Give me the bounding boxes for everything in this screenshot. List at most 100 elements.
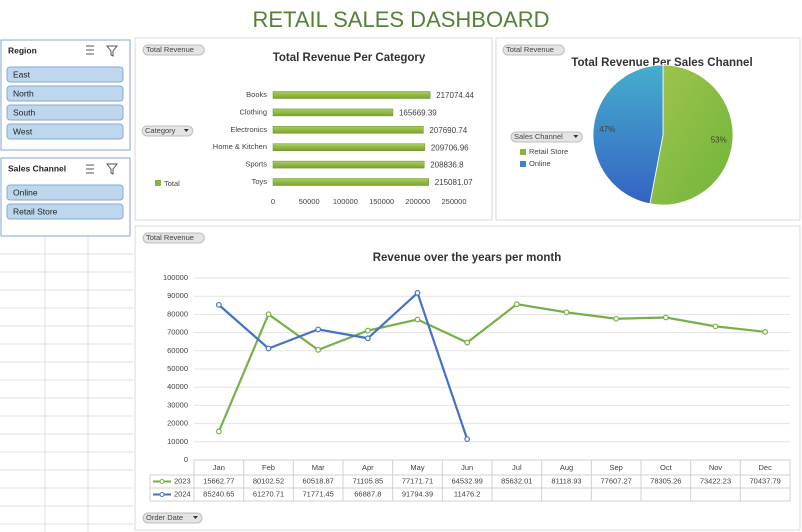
- category-label: Sports: [245, 160, 267, 169]
- y-tick-label: 20000: [167, 419, 188, 428]
- slicer-item[interactable]: [6, 66, 124, 83]
- point-marker: [364, 335, 371, 342]
- field-button-label[interactable]: Category: [145, 126, 176, 135]
- field-button-label[interactable]: Total Revenue: [506, 45, 554, 54]
- y-tick-label: 70000: [167, 328, 188, 337]
- slicer-item-label[interactable]: Online: [13, 187, 38, 197]
- dropdown-arrow[interactable]: [193, 516, 198, 519]
- y-tick-label: 30000: [167, 400, 188, 409]
- x-tick-label: Oct: [660, 463, 673, 472]
- dashboard-title: RETAIL SALES DASHBOARD: [252, 7, 549, 32]
- point-marker: [215, 428, 222, 435]
- pie-slice: [649, 64, 734, 206]
- slicer-item[interactable]: [6, 85, 124, 102]
- x-tick-label: Jan: [213, 463, 225, 472]
- x-tick-label: Apr: [362, 463, 374, 472]
- slicer-item-label[interactable]: North: [13, 88, 34, 98]
- table-value: 61270.71: [253, 489, 284, 498]
- field-button[interactable]: [141, 125, 194, 137]
- point-marker: [364, 327, 371, 334]
- category-label: Electronics: [230, 125, 267, 134]
- series-line: [217, 302, 766, 432]
- slicer-title: Region: [8, 45, 37, 55]
- table-value: 81118.93: [551, 476, 581, 485]
- point-marker: [315, 326, 322, 333]
- table-value: 78305.26: [650, 476, 681, 485]
- x-tick-label: Mar: [312, 463, 325, 472]
- legend-swatch: [520, 149, 526, 155]
- field-button-label[interactable]: Total Revenue: [146, 45, 194, 54]
- category-label: Home & Kitchen: [213, 142, 267, 151]
- field-button[interactable]: [142, 44, 205, 56]
- x-tick-label: 200000: [405, 197, 430, 206]
- x-tick-label: Dec: [758, 463, 772, 472]
- slicer-item-label[interactable]: Retail Store: [13, 206, 58, 216]
- table-value: 70437.79: [750, 476, 781, 485]
- x-tick-label: Feb: [262, 463, 275, 472]
- slicer-item-label[interactable]: South: [13, 107, 35, 117]
- slicer-item-label[interactable]: East: [13, 69, 31, 79]
- slice-label: 53%: [711, 135, 727, 144]
- slicer-item[interactable]: [6, 203, 124, 220]
- point-marker: [265, 311, 272, 318]
- table-value: 77171.71: [402, 476, 433, 485]
- series-line: [218, 290, 469, 440]
- point-marker: [662, 314, 669, 321]
- bar: [272, 143, 426, 151]
- point-marker: [712, 323, 719, 330]
- field-button-label[interactable]: Order Date: [146, 513, 183, 522]
- x-tick-label: 100000: [333, 197, 358, 206]
- x-tick-label: May: [410, 463, 424, 472]
- sheet-grid: [0, 236, 133, 532]
- value-label: 208836.8: [430, 161, 464, 170]
- table-value: 66887.8: [354, 489, 381, 498]
- y-tick-label: 60000: [167, 346, 188, 355]
- field-button[interactable]: [510, 131, 583, 143]
- slicer-item[interactable]: [6, 184, 124, 201]
- slicer-item[interactable]: [6, 123, 124, 140]
- table-value: 77607.27: [601, 476, 632, 485]
- field-button-label[interactable]: Total Revenue: [146, 233, 194, 242]
- table-value: 91794.39: [402, 489, 433, 498]
- slicer-item[interactable]: [6, 104, 124, 121]
- y-tick-label: 80000: [167, 309, 188, 318]
- slice-label: 47%: [599, 125, 615, 134]
- bar: [272, 108, 394, 117]
- value-label: 215081.07: [435, 178, 473, 187]
- slicer-title: Sales Channel: [8, 163, 66, 173]
- category-label: Clothing: [239, 107, 267, 116]
- legend-marker: [159, 492, 165, 497]
- y-tick-label: 10000: [167, 437, 188, 446]
- point-marker: [513, 301, 520, 308]
- point-marker: [265, 345, 272, 352]
- legend-label: Retail Store: [529, 147, 568, 156]
- field-button-label[interactable]: Sales Channel: [514, 132, 563, 141]
- field-button[interactable]: [502, 44, 565, 56]
- point-marker: [762, 328, 769, 335]
- legend-label: 2023: [174, 476, 191, 485]
- table-value: 15662.77: [203, 476, 234, 485]
- x-tick-label: Nov: [709, 463, 723, 472]
- field-button[interactable]: [142, 232, 205, 244]
- table-value: 60518.87: [303, 476, 334, 485]
- x-tick-label: 0: [271, 197, 275, 206]
- field-button[interactable]: [142, 512, 203, 524]
- chart-panel: [134, 225, 801, 531]
- dropdown-arrow[interactable]: [573, 135, 579, 138]
- slicer-icons: [86, 45, 119, 175]
- y-tick-label: 40000: [167, 382, 188, 391]
- dropdown-arrow[interactable]: [183, 129, 189, 132]
- slicer-item-label[interactable]: West: [13, 126, 33, 136]
- table-value: 80102.52: [253, 476, 284, 485]
- pie-slice: [592, 64, 664, 205]
- table-value: 73422.23: [700, 476, 731, 485]
- table-value: 85632.01: [501, 476, 532, 485]
- x-tick-label: Jun: [461, 463, 473, 472]
- chart-title: Total Revenue Per Sales Channel: [571, 57, 752, 69]
- y-tick-label: 50000: [167, 364, 188, 373]
- point-marker: [414, 316, 421, 323]
- y-tick-label: 0: [184, 455, 188, 464]
- y-tick-label: 100000: [163, 273, 188, 282]
- x-tick-label: 50000: [299, 197, 320, 206]
